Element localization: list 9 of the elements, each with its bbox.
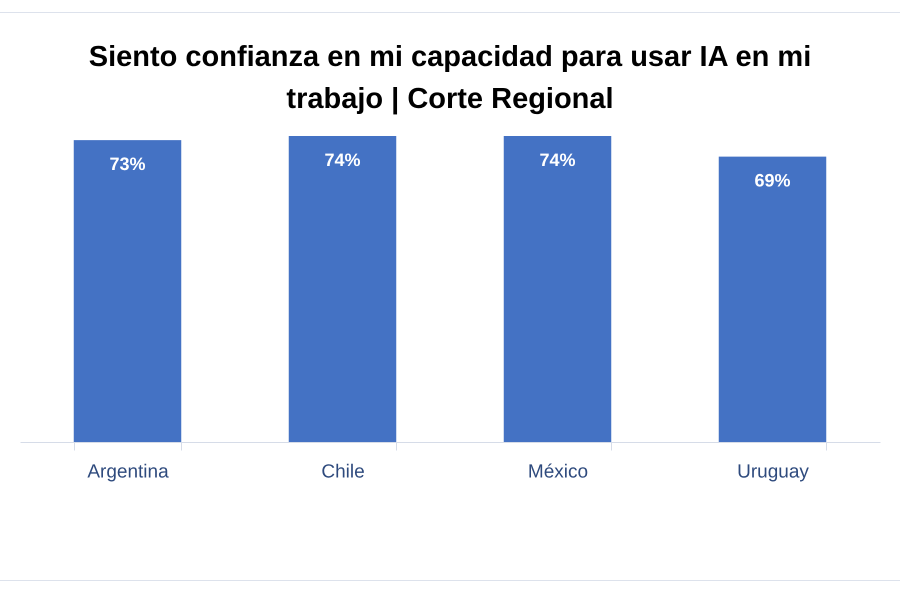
x-tick-label: México: [528, 462, 588, 482]
data-label: 74%: [539, 150, 576, 170]
x-tick-label: Chile: [321, 462, 365, 482]
data-label: 73%: [109, 154, 146, 174]
data-label: 74%: [324, 150, 361, 170]
chart-title: Siento confianza en mi capacidad para usar IA en mi trabajo | Corte Regional: [88, 41, 812, 115]
x-tick-label: Argentina: [87, 462, 170, 482]
data-label: 69%: [754, 170, 791, 191]
x-tick-label: Uruguay: [737, 462, 810, 482]
